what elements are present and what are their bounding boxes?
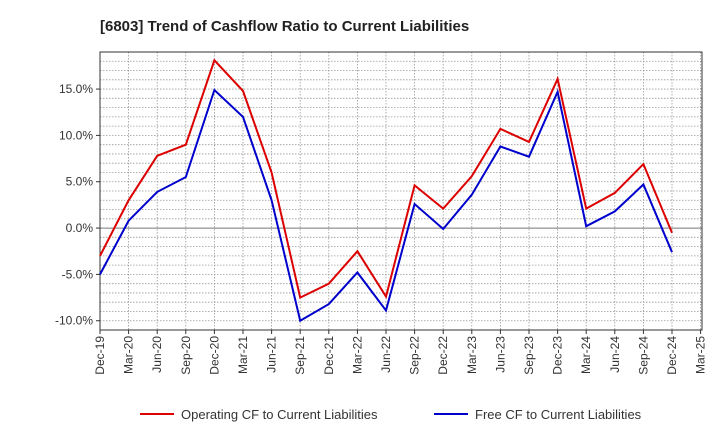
legend-label-1: Operating CF to Current Liabilities — [181, 407, 378, 422]
x-tick-label: Jun-23 — [493, 336, 507, 373]
plot-frame — [99, 51, 703, 331]
x-axis: Dec-19 Mar-20 Jun-20 Sep-20 Dec-20 Mar-21 Jun-… — [93, 330, 708, 375]
x-tick-label: Dec-22 — [436, 336, 450, 375]
x-tick-label: Dec-20 — [207, 336, 221, 375]
x-tick-label: Mar-22 — [350, 336, 364, 374]
y-tick-label: 5.0% — [66, 175, 94, 189]
x-tick-label: Dec-21 — [322, 336, 336, 375]
y-tick-label: -10.0% — [55, 314, 93, 328]
x-tick-label: Jun-24 — [608, 336, 622, 373]
x-tick-label: Mar-21 — [236, 336, 250, 374]
chart-title: [6803] Trend of Cashflow Ratio to Curren… — [100, 18, 469, 35]
x-tick-label: Sep-23 — [522, 336, 536, 375]
x-tick-label: Mar-25 — [694, 336, 708, 374]
x-tick-label: Sep-20 — [179, 336, 193, 375]
x-tick-label: Sep-21 — [293, 336, 307, 375]
y-tick-label: -5.0% — [62, 267, 94, 281]
y-tick-label: 10.0% — [59, 128, 93, 142]
x-tick-label: Dec-19 — [93, 336, 107, 375]
legend: Operating CF to Current Liabilities Free … — [140, 407, 642, 422]
x-tick-label: Sep-22 — [408, 336, 422, 375]
x-tick-label: Jun-22 — [379, 336, 393, 373]
y-tick-label: 0.0% — [66, 221, 94, 235]
y-tick-label: 15.0% — [59, 82, 93, 96]
x-tick-label: Mar-20 — [122, 336, 136, 374]
x-tick-label: Mar-23 — [465, 336, 479, 374]
x-tick-label: Jun-20 — [150, 336, 164, 373]
x-tick-label: Sep-24 — [636, 336, 650, 375]
series-lines — [99, 58, 673, 323]
legend-label-2: Free CF to Current Liabilities — [475, 407, 642, 422]
y-axis: -10.0% -5.0% 0.0% 5.0% 10.0% 15.0% — [55, 82, 100, 328]
x-tick-label: Jun-21 — [265, 336, 279, 373]
x-tick-label: Dec-23 — [551, 336, 565, 375]
series-line-2 — [99, 88, 673, 323]
x-tick-label: Mar-24 — [579, 336, 593, 374]
series-line-1 — [99, 58, 673, 300]
x-tick-label: Dec-24 — [665, 336, 679, 375]
